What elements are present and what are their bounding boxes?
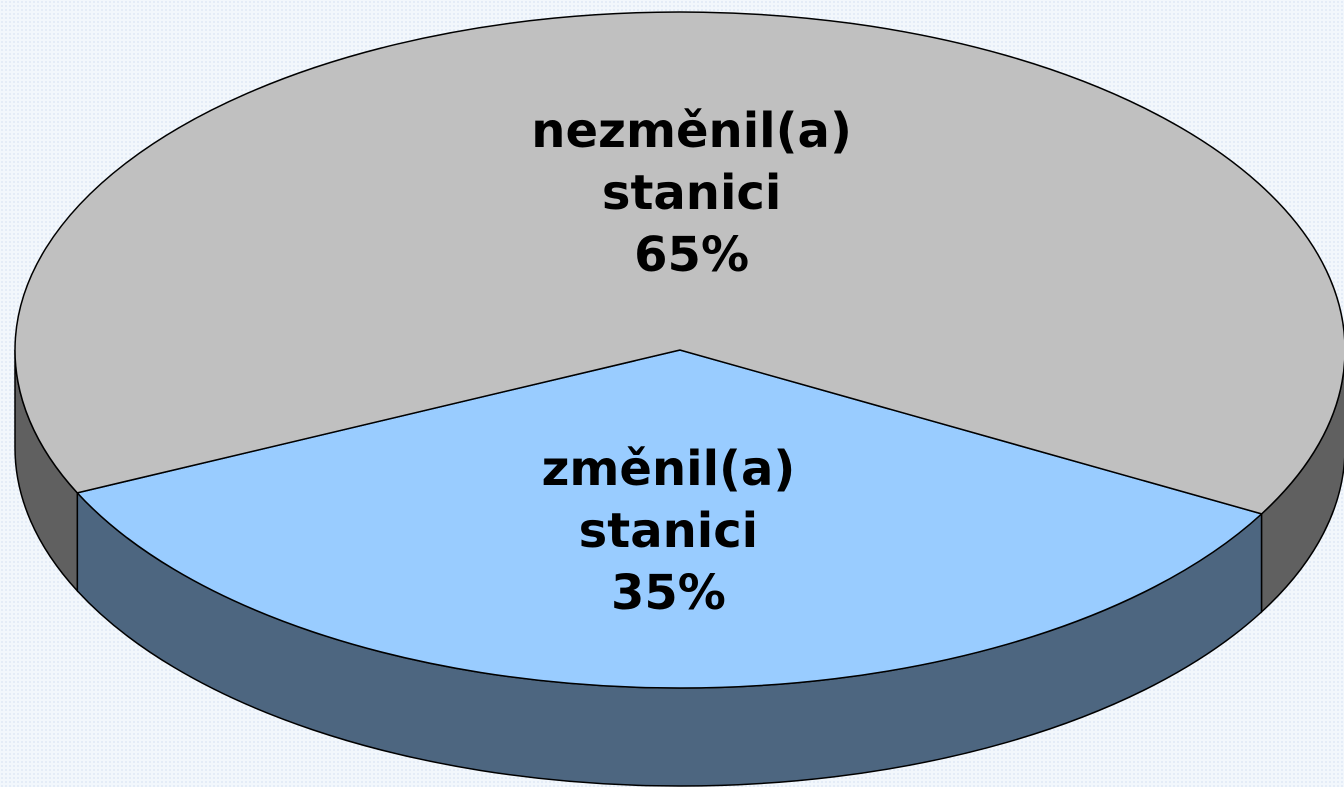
value-label: 65% xyxy=(634,227,750,284)
slice xyxy=(75,349,1264,689)
slice xyxy=(14,11,1344,515)
category-label: nezměnil(a) stanici xyxy=(531,103,852,222)
category-label: změnil(a) stanici xyxy=(541,440,796,559)
slice-label: změnil(a) stanici 35% xyxy=(458,438,878,624)
slice-label: nezměnil(a) stanici 65% xyxy=(482,100,902,286)
value-label: 35% xyxy=(610,564,726,621)
